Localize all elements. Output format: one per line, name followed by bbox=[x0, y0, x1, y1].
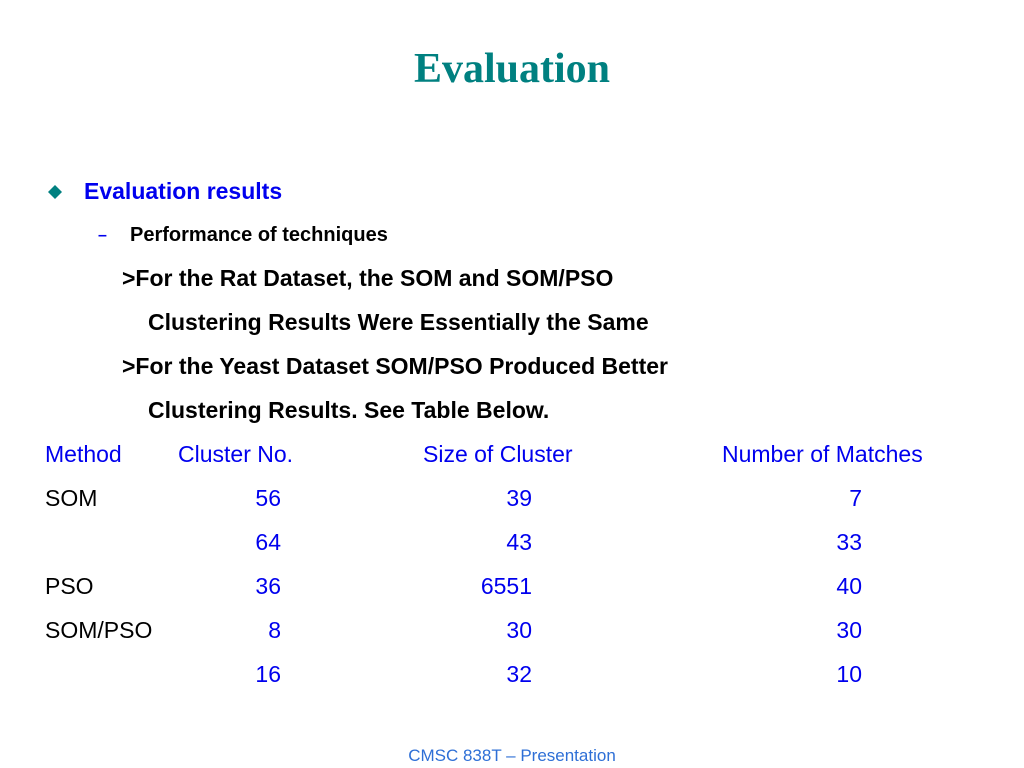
text-line: Clustering Results Were Essentially the … bbox=[148, 309, 649, 335]
number-cell: 7 bbox=[849, 485, 862, 511]
footer: CMSC 838T – Presentation bbox=[408, 746, 616, 765]
bullet-diamond bbox=[48, 185, 62, 199]
number-cell: 16 bbox=[255, 661, 281, 687]
number-cell: 8 bbox=[268, 617, 281, 643]
text-line: >For the Yeast Dataset SOM/PSO Produced … bbox=[122, 353, 668, 379]
number-cell: 30 bbox=[506, 617, 532, 643]
number-cell: 6551 bbox=[480, 573, 532, 599]
method-cell: PSO bbox=[45, 573, 94, 599]
dash: – bbox=[98, 227, 107, 244]
table-header: Size of Cluster bbox=[423, 441, 573, 467]
number-cell: 64 bbox=[255, 529, 281, 555]
bullet-text: Evaluation results bbox=[84, 178, 283, 204]
number-cell: 32 bbox=[506, 661, 532, 687]
number-cell: 39 bbox=[506, 485, 532, 511]
number-cell: 33 bbox=[836, 529, 862, 555]
method-cell: SOM/PSO bbox=[45, 617, 153, 643]
text-line: >For the Rat Dataset, the SOM and SOM/PS… bbox=[122, 265, 614, 291]
sub-bullet-text: Performance of techniques bbox=[130, 224, 388, 246]
number-cell: 43 bbox=[506, 529, 532, 555]
number-cell: 30 bbox=[836, 617, 862, 643]
table-header: Number of Matches bbox=[722, 441, 923, 467]
method-cell: SOM bbox=[45, 485, 98, 511]
slide-title: Evaluation bbox=[413, 46, 611, 92]
number-cell: 10 bbox=[836, 661, 862, 687]
number-cell: 36 bbox=[255, 573, 281, 599]
table-header: Cluster No. bbox=[178, 441, 294, 467]
table-header: Method bbox=[45, 441, 122, 467]
text-line: Clustering Results. See Table Below. bbox=[148, 397, 550, 423]
number-cell: 40 bbox=[836, 573, 862, 599]
number-cell: 56 bbox=[255, 485, 281, 511]
